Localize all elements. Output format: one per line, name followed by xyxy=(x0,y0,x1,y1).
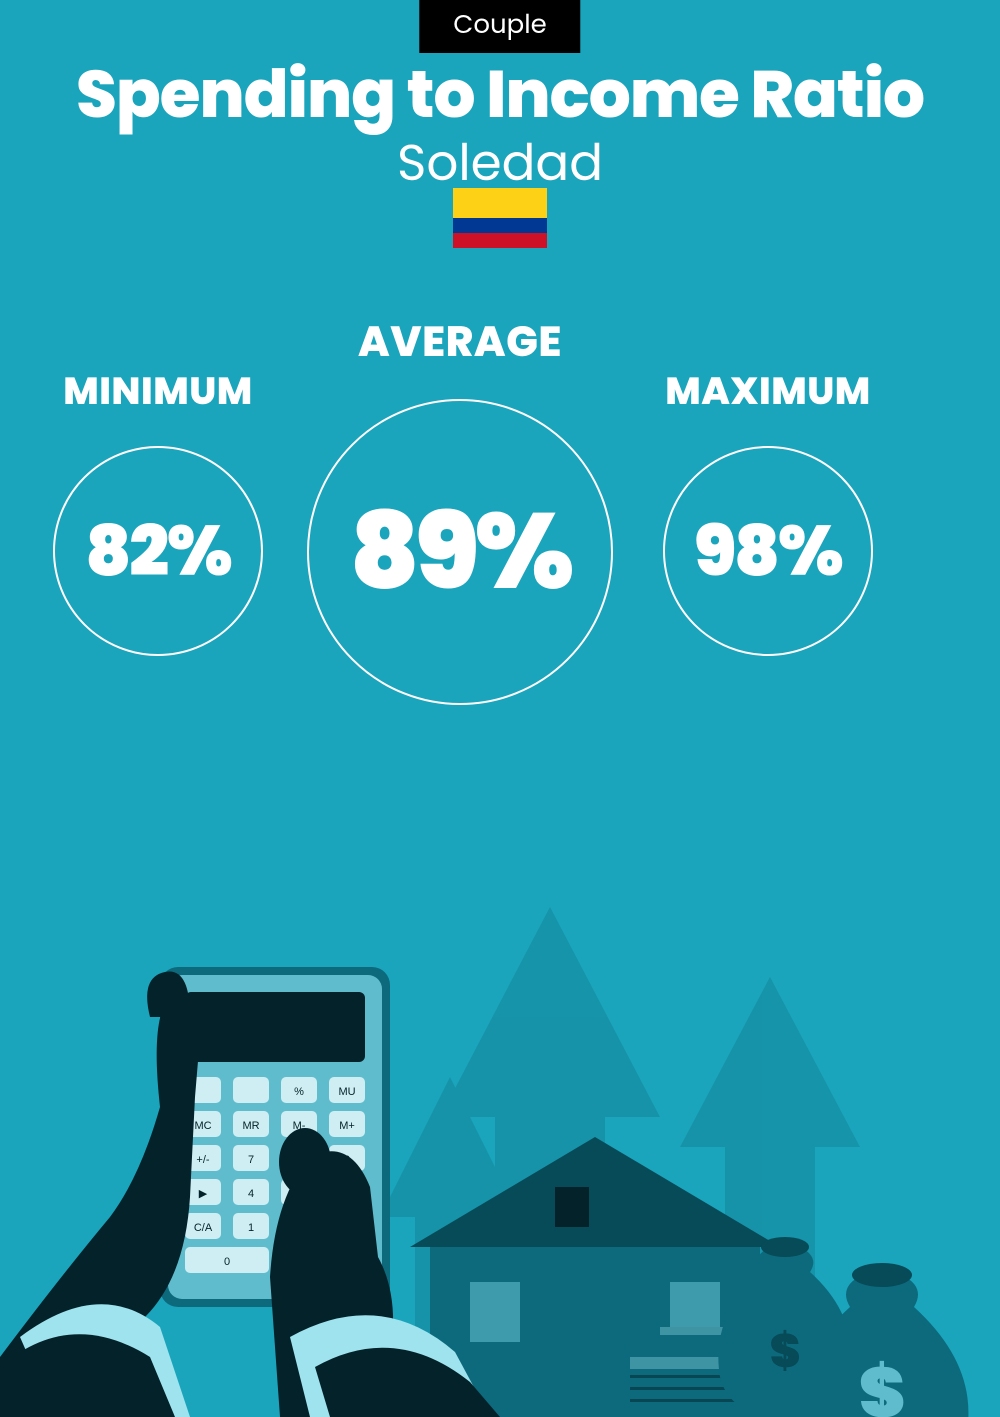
svg-text:MR: MR xyxy=(242,1120,259,1132)
svg-text:MC: MC xyxy=(194,1120,211,1132)
svg-text:+/-: +/- xyxy=(196,1154,209,1166)
stat-label: MINIMUM xyxy=(50,363,266,420)
colombia-flag-icon xyxy=(453,188,547,248)
flag-stripe xyxy=(453,218,547,233)
stat-average: AVERAGE 89% xyxy=(320,310,600,705)
stat-value: 82% xyxy=(85,498,230,604)
svg-text:C/A: C/A xyxy=(194,1222,213,1234)
svg-text:7: 7 xyxy=(248,1154,254,1166)
svg-text:$: $ xyxy=(859,1343,906,1417)
svg-text:4: 4 xyxy=(248,1188,254,1200)
stat-maximum: MAXIMUM 98% xyxy=(660,363,876,656)
svg-text:$: $ xyxy=(770,1320,801,1384)
svg-text:MU: MU xyxy=(338,1086,355,1098)
svg-text:M+: M+ xyxy=(339,1120,355,1132)
finance-illustration: $ $ xyxy=(0,717,1000,1417)
flag-stripe xyxy=(453,188,547,218)
stat-value: 98% xyxy=(694,498,841,604)
stat-minimum: MINIMUM 82% xyxy=(50,363,266,656)
svg-text:%: % xyxy=(294,1086,304,1098)
svg-text:1: 1 xyxy=(248,1222,254,1234)
badge-text: Couple xyxy=(453,7,546,43)
svg-text:▶: ▶ xyxy=(199,1188,208,1200)
svg-text:0: 0 xyxy=(224,1256,230,1268)
stat-label: AVERAGE xyxy=(320,310,600,373)
stat-circle: 82% xyxy=(53,446,263,656)
stat-circle: 89% xyxy=(307,399,613,705)
flag-stripe xyxy=(453,233,547,248)
stat-label: MAXIMUM xyxy=(660,363,876,420)
stat-circle: 98% xyxy=(663,446,873,656)
stat-value: 89% xyxy=(350,473,570,632)
